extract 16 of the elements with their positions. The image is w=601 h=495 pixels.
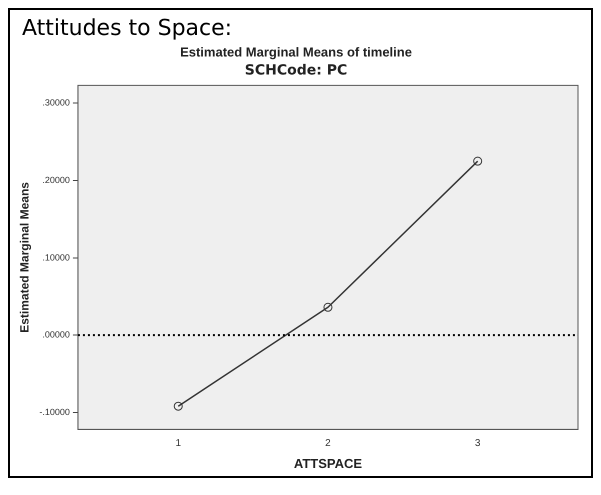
x-tick-label: 3: [474, 438, 481, 450]
y-tick-label: .30000: [42, 98, 70, 108]
y-tick-label: .20000: [42, 174, 70, 185]
point: [174, 402, 183, 411]
chart-subtitle: Estimated Marginal Means of timeline: [180, 44, 412, 60]
point: [473, 156, 482, 166]
text: SCHCode: PC: [244, 62, 348, 79]
x-tick-label: 1: [175, 438, 182, 450]
y-tick-label: .10000: [42, 252, 70, 262]
point: [323, 302, 332, 312]
y-tick-label: .00000: [42, 330, 70, 340]
chart-title: Attitudes to Space:: [21, 15, 234, 41]
x-axis-title: ATTSPACE: [294, 456, 362, 471]
y-axis-title: Estimated Marginal Means: [18, 182, 32, 333]
y-tick-label: -.10000: [39, 406, 70, 417]
x-tick-label: 2: [325, 438, 332, 450]
